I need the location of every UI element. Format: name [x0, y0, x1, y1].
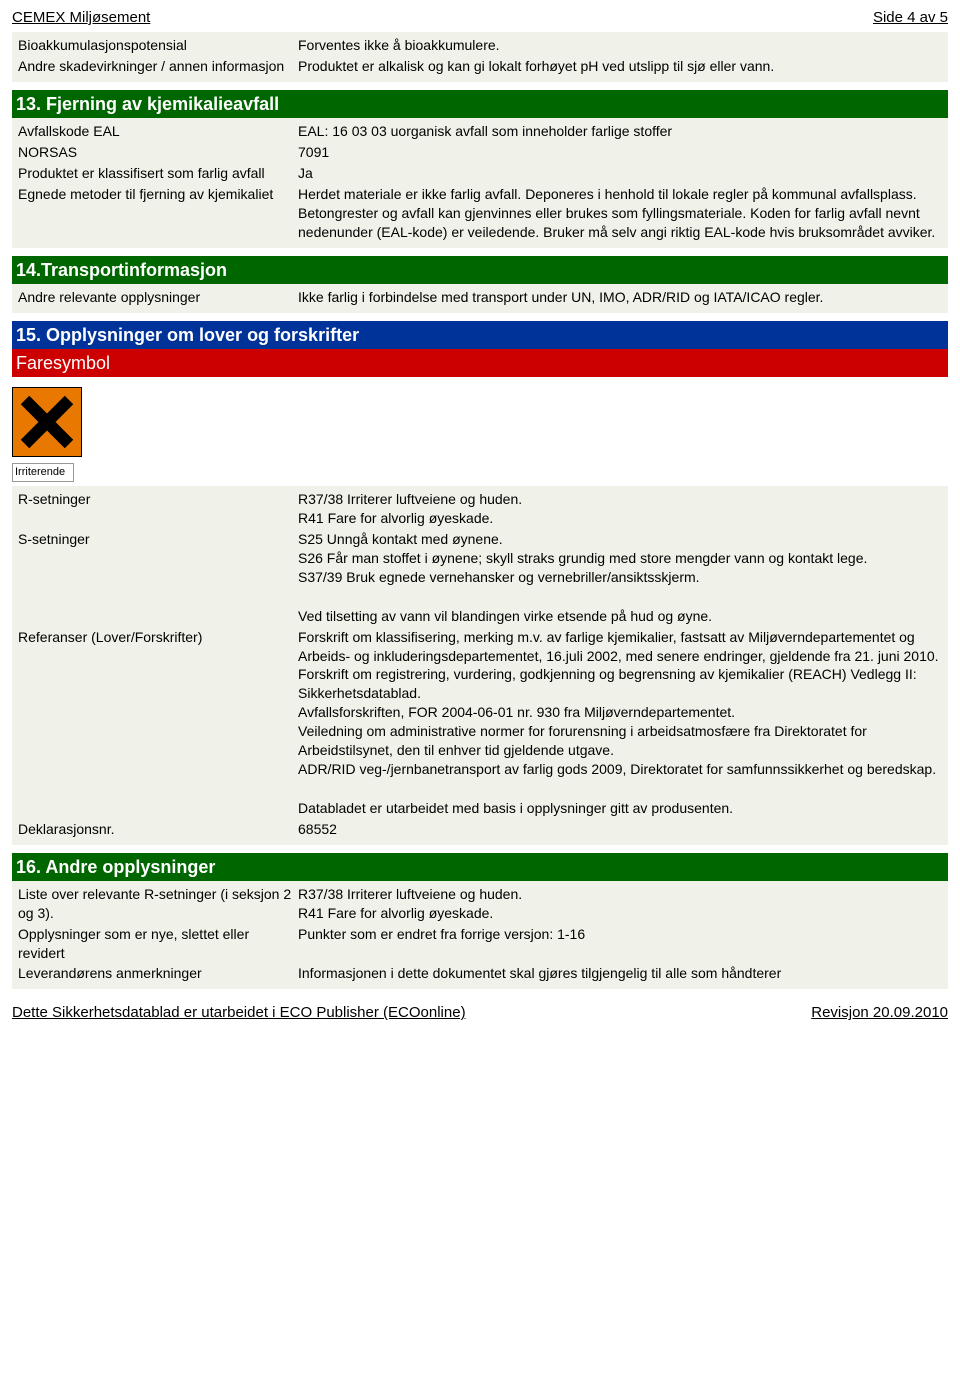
row-label: Produktet er klassifisert som farlig avf…: [18, 164, 298, 183]
row-value: S25 Unngå kontakt med øynene. S26 Får ma…: [298, 530, 942, 587]
row-value: Databladet er utarbeidet med basis i opp…: [298, 799, 942, 818]
row-label: Avfallskode EAL: [18, 122, 298, 141]
row-value: 7091: [298, 143, 942, 162]
table-row: Andre relevante opplysninger Ikke farlig…: [18, 288, 942, 307]
symbol-label: Irriterende: [12, 463, 74, 482]
section-14-header: 14.Transportinformasjon: [12, 256, 948, 284]
section-13-header: 13. Fjerning av kjemikalieavfall: [12, 90, 948, 118]
section-15-body: R-setninger R37/38 Irriterer luftveiene …: [12, 486, 948, 844]
footer-right: Revisjon 20.09.2010: [811, 1003, 948, 1023]
section-16-header: 16. Andre opplysninger: [12, 853, 948, 881]
row-label: Deklarasjonsnr.: [18, 820, 298, 839]
table-row: Databladet er utarbeidet med basis i opp…: [18, 799, 942, 818]
row-value: Ja: [298, 164, 942, 183]
row-label: R-setninger: [18, 490, 298, 528]
table-row: Bioakkumulasjonspotensial Forventes ikke…: [18, 36, 942, 55]
table-row: Leverandørens anmerkninger Informasjonen…: [18, 964, 942, 983]
row-label: [18, 799, 298, 818]
row-value: R37/38 Irriterer luftveiene og huden. R4…: [298, 885, 942, 923]
symbol-container: Irriterende: [12, 377, 948, 486]
table-row: Egnede metoder til fjerning av kjemikali…: [18, 185, 942, 242]
row-label: S-setninger: [18, 530, 298, 587]
row-label: Andre skadevirkninger / annen informasjo…: [18, 57, 298, 76]
table-row: Deklarasjonsnr. 68552: [18, 820, 942, 839]
row-value: 68552: [298, 820, 942, 839]
section-15-header: 15. Opplysninger om lover og forskrifter: [12, 321, 948, 349]
row-value: Punkter som er endret fra forrige versjo…: [298, 925, 942, 963]
row-label: NORSAS: [18, 143, 298, 162]
row-value: R37/38 Irriterer luftveiene og huden. R4…: [298, 490, 942, 528]
table-row: Ved tilsetting av vann vil blandingen vi…: [18, 607, 942, 626]
product-name: CEMEX Miljøsement: [12, 8, 150, 28]
footer-left: Dette Sikkerhetsdatablad er utarbeidet i…: [12, 1003, 466, 1023]
row-label: Leverandørens anmerkninger: [18, 964, 298, 983]
top-body: Bioakkumulasjonspotensial Forventes ikke…: [12, 32, 948, 82]
irritant-symbol-icon: [12, 387, 82, 457]
table-row: Avfallskode EAL EAL: 16 03 03 uorganisk …: [18, 122, 942, 141]
table-row: R-setninger R37/38 Irriterer luftveiene …: [18, 490, 942, 528]
page-number: Side 4 av 5: [873, 8, 948, 28]
page-footer: Dette Sikkerhetsdatablad er utarbeidet i…: [12, 1003, 948, 1023]
row-value: Forventes ikke å bioakkumulere.: [298, 36, 942, 55]
section-13-body: Avfallskode EAL EAL: 16 03 03 uorganisk …: [12, 118, 948, 247]
faresymbol-header: Faresymbol: [12, 349, 948, 377]
row-value: Produktet er alkalisk og kan gi lokalt f…: [298, 57, 942, 76]
row-value: EAL: 16 03 03 uorganisk avfall som inneh…: [298, 122, 942, 141]
table-row: Opplysninger som er nye, slettet eller r…: [18, 925, 942, 963]
table-row: NORSAS 7091: [18, 143, 942, 162]
row-value: Ikke farlig i forbindelse med transport …: [298, 288, 942, 307]
row-value: Ved tilsetting av vann vil blandingen vi…: [298, 607, 942, 626]
row-label: Egnede metoder til fjerning av kjemikali…: [18, 185, 298, 242]
section-14-body: Andre relevante opplysninger Ikke farlig…: [12, 284, 948, 313]
row-label: Liste over relevante R-setninger (i seks…: [18, 885, 298, 923]
row-value: Informasjonen i dette dokumentet skal gj…: [298, 964, 942, 983]
row-value: Forskrift om klassifisering, merking m.v…: [298, 628, 942, 779]
row-label: [18, 607, 298, 626]
row-value: Herdet materiale er ikke farlig avfall. …: [298, 185, 942, 242]
table-row: Referanser (Lover/Forskrifter) Forskrift…: [18, 628, 942, 779]
table-row: Andre skadevirkninger / annen informasjo…: [18, 57, 942, 76]
section-16-body: Liste over relevante R-setninger (i seks…: [12, 881, 948, 989]
row-label: Andre relevante opplysninger: [18, 288, 298, 307]
table-row: Produktet er klassifisert som farlig avf…: [18, 164, 942, 183]
table-row: S-setninger S25 Unngå kontakt med øynene…: [18, 530, 942, 587]
row-label: Referanser (Lover/Forskrifter): [18, 628, 298, 779]
table-row: Liste over relevante R-setninger (i seks…: [18, 885, 942, 923]
page-header: CEMEX Miljøsement Side 4 av 5: [12, 8, 948, 28]
row-label: Opplysninger som er nye, slettet eller r…: [18, 925, 298, 963]
row-label: Bioakkumulasjonspotensial: [18, 36, 298, 55]
